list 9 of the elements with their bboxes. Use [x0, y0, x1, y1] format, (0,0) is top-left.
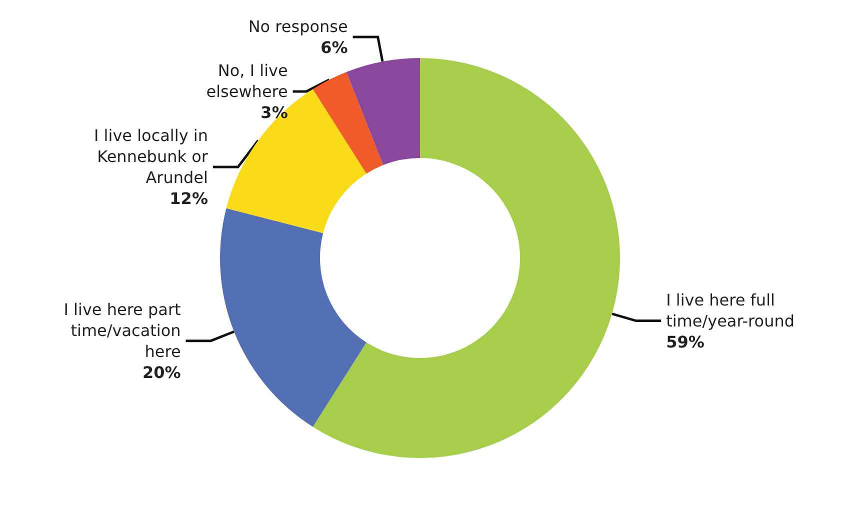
slice-label: No, I live elsewhere [206, 60, 288, 101]
slice-label: I live here part time/vacation here [64, 300, 181, 361]
slice-label: I live locally in Kennebunk or Arundel [94, 126, 208, 187]
data-label: 59% [666, 332, 704, 352]
slice-label: No response [248, 16, 348, 36]
data-label: 6% [320, 38, 348, 57]
slice-label: I live here full time/year-round [666, 290, 795, 330]
data-label: 12% [170, 188, 208, 208]
data-label: 20% [142, 362, 181, 382]
